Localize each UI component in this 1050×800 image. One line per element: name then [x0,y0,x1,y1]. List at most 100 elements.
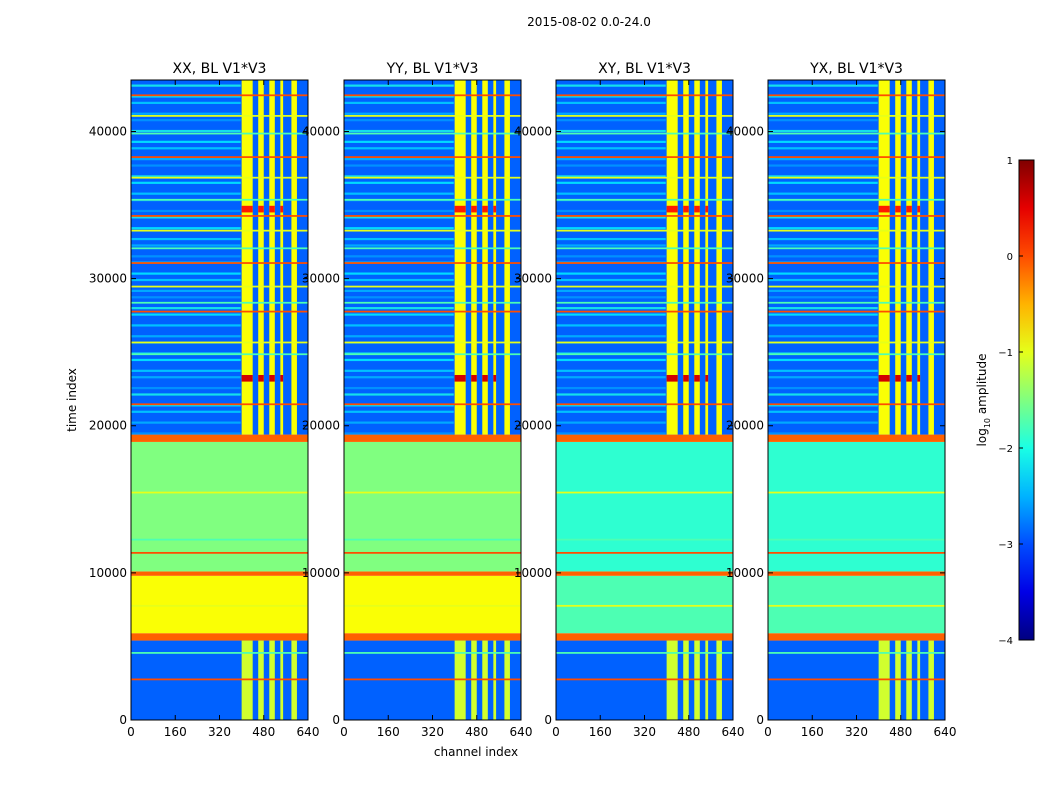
heatmap-band [344,164,454,167]
heatmap-band [291,640,297,720]
x-tick-label: 160 [801,725,824,739]
heatmap-band [683,640,689,720]
heatmap-band [556,147,666,150]
heatmap-band [556,94,733,97]
heatmap-band [131,119,241,122]
heatmap-band [344,307,454,310]
heatmap-band [344,272,454,275]
heatmap-band [280,640,284,720]
heatmap-band [344,341,521,344]
heatmap-band [768,175,878,178]
heatmap-band [556,247,733,250]
y-tick-label: 0 [756,713,764,727]
heatmap-band [131,95,241,98]
heatmap-band [694,640,700,720]
heatmap-band [344,198,521,201]
heatmap-band [344,237,454,241]
heatmap-band [344,296,454,299]
heatmap-band [454,374,466,382]
heatmap-band [131,156,308,158]
heatmap-band [131,158,241,161]
panel-yx: YX, BL V1*V3 0 160 320 480 640 0 10000 20000 3000… [726,61,957,739]
y-tick-label: 30000 [89,272,127,286]
heatmap-band [556,192,666,195]
colorbar-tick-label: −3 [998,540,1013,551]
heatmap-band [344,101,454,104]
x-tick-label: 320 [845,725,868,739]
colorbar-tick-label: −4 [998,636,1013,647]
heatmap-band [344,278,454,282]
y-tick-label: 30000 [514,272,552,286]
heatmap-band [878,374,890,382]
heatmap-band [556,129,666,133]
heatmap-band [258,374,264,382]
heatmap-band [906,374,912,382]
heatmap-band [683,80,689,435]
heatmap-band [768,84,878,87]
panel-title: YX, BL V1*V3 [809,61,903,77]
heatmap-band [344,84,454,87]
heatmap-band [131,289,241,292]
colorbar: 1 0 −1 −2 −3 −4 log10 amplitude [975,156,1035,647]
heatmap-band [344,386,454,390]
heatmap-band [344,538,521,541]
colorbar-tick-label: 1 [1007,156,1013,167]
heatmap-band [344,358,454,362]
heatmap-band [556,307,666,310]
x-tick-label: 640 [510,725,533,739]
heatmap-band [471,640,477,720]
heatmap-band [768,404,878,407]
heatmap-band [556,310,733,313]
heatmap-band [716,80,722,435]
heatmap-band [131,538,308,541]
heatmap-band [131,262,308,264]
heatmap-band [344,410,454,413]
heatmap-band [768,289,878,292]
heatmap-band [454,205,466,213]
heatmap-band [131,129,241,133]
heatmap-band [131,198,308,201]
heatmap-band [344,324,454,327]
y-axis-label: time index [65,368,79,432]
heatmap-band [344,404,454,407]
heatmap-band [131,432,241,435]
heatmap-band [556,262,733,264]
heatmap-band [768,358,878,362]
heatmap-band [131,571,308,576]
heatmap-band [131,132,308,135]
heatmap-band [344,156,521,158]
heatmap-band [666,374,678,382]
heatmap-band [768,209,878,213]
heatmap-band [768,244,878,247]
x-tick-label: 160 [589,725,612,739]
heatmap-band [131,386,241,390]
y-tick-label: 0 [544,713,552,727]
heatmap-band [344,175,454,178]
heatmap-band [344,176,521,179]
heatmap-band [768,101,878,104]
heatmap-band [556,272,666,275]
heatmap-band [131,278,241,282]
x-tick-label: 480 [889,725,912,739]
heatmap-band [482,374,488,382]
heatmap-band [556,101,666,104]
heatmap-band [768,310,945,313]
heatmap-band [768,313,878,316]
heatmap-band [344,147,454,150]
heatmap-band [556,551,733,554]
heatmap-band [131,192,241,195]
heatmap-image [768,80,945,720]
heatmap-band [768,376,878,379]
heatmap-band [705,205,709,213]
heatmap-image [556,80,733,720]
heatmap-band [768,403,945,406]
y-tick-label: 10000 [302,566,340,580]
heatmap-band [768,94,945,97]
heatmap-band [768,156,945,158]
heatmap-band [280,374,284,382]
heatmap-band [131,604,308,607]
heatmap-band [556,181,666,184]
heatmap-band [768,112,878,115]
heatmap-band [344,310,521,313]
heatmap-band [906,640,912,720]
